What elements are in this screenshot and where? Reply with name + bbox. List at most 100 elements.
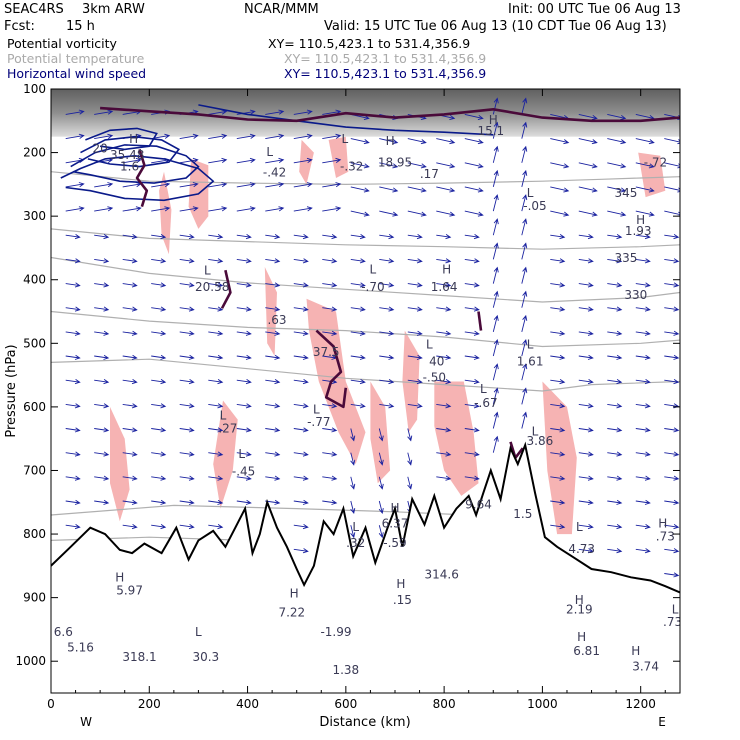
wind-vector-97 [322, 206, 342, 212]
below-ground-mask [51, 445, 680, 693]
wind-vector-221 [94, 354, 110, 360]
wind-vector-32 [350, 138, 370, 145]
wind-vector-314 [236, 451, 252, 457]
annotation-5: L [342, 132, 349, 146]
wind-vector-347 [635, 475, 651, 481]
wind-vector-108 [635, 210, 655, 217]
wind-vector-311 [151, 451, 167, 457]
wind-vector-125 [492, 218, 499, 236]
wind-vector-323 [492, 435, 499, 453]
wind-vector-293 [265, 427, 281, 433]
wind-vector-184 [293, 306, 309, 312]
wind-vector-255 [436, 379, 452, 385]
wind-vector-30 [293, 133, 313, 140]
wind-vector-297 [378, 428, 384, 442]
wind-vector-300 [464, 427, 480, 433]
wind-vector-140 [293, 258, 309, 264]
legend-pv-name: Potential vorticity [7, 36, 117, 51]
x-tick-label-3: 600 [334, 697, 357, 711]
wind-vector-354 [208, 499, 224, 505]
wind-vector-68 [122, 182, 142, 188]
center-label: NCAR/MMM [244, 2, 319, 17]
wind-vector-185 [322, 306, 338, 312]
shaded-region-9 [213, 400, 238, 509]
wind-vector-262 [635, 379, 651, 385]
pv-contour-1 [135, 149, 149, 207]
annotation-67: 5.16 [67, 641, 94, 655]
wind-vector-58 [464, 162, 484, 169]
wind-vector-235 [492, 338, 499, 357]
legend-wind-xy: XY= 110.5,423.1 to 531.4,356.9 [284, 66, 487, 81]
wind-vector-385 [664, 572, 680, 578]
forecast-hour: 15 h [66, 19, 95, 34]
wind-vector-64 [635, 162, 655, 169]
wind-vector-56 [407, 162, 427, 169]
annotation-61: .73 [663, 615, 682, 629]
project-label: SEAC4RS [4, 2, 64, 17]
annotation-55: H [290, 587, 299, 601]
wind-vector-374 [378, 525, 384, 539]
wind-vector-238 [578, 354, 594, 360]
annotation-69: 30.3 [192, 650, 219, 664]
wind-vector-291 [208, 427, 224, 433]
wind-vector-326 [607, 451, 623, 457]
wind-vector-256 [464, 379, 480, 385]
annotation-44: L [352, 520, 359, 534]
wind-vector-231 [379, 354, 395, 360]
annotation-56: 7.22 [278, 606, 305, 620]
annotation-58: H [575, 593, 584, 607]
annotation-74: 335 [614, 251, 637, 265]
wind-vector-173 [607, 282, 623, 288]
annotation-36: L [532, 425, 539, 439]
wind-vector-330 [94, 475, 110, 481]
wind-vector-244 [122, 379, 138, 385]
wind-vector-181 [208, 306, 224, 312]
wind-vector-124 [464, 234, 480, 240]
wind-vector-364 [607, 499, 623, 505]
wind-vector-154 [65, 282, 81, 288]
wind-vector-169 [492, 266, 499, 284]
wind-vector-33 [379, 138, 399, 145]
wind-vector-163 [322, 282, 338, 288]
wind-vector-380 [293, 548, 309, 554]
wind-vector-117 [265, 234, 281, 240]
annotation-11: 15.1 [477, 124, 504, 138]
wind-vector-267 [151, 403, 167, 409]
wind-vector-351 [122, 499, 138, 505]
wind-vector-340 [378, 476, 384, 490]
annotation-25: L [426, 337, 433, 351]
wind-vector-136 [179, 258, 195, 264]
wind-vector-160 [236, 282, 252, 288]
wind-vector-205 [265, 330, 281, 336]
wind-vector-329 [65, 475, 81, 481]
wind-vector-112 [122, 234, 138, 240]
annotation-9: .17 [420, 167, 439, 181]
wind-vector-164 [350, 282, 366, 288]
annotation-18: 20.58 [195, 280, 229, 294]
wind-vector-50 [236, 157, 256, 164]
wind-vector-269 [208, 403, 224, 409]
wind-vector-15 [492, 97, 499, 115]
wind-vector-348 [664, 475, 680, 481]
wind-vector-7 [265, 109, 285, 115]
theta-isentrope-2 [51, 256, 680, 303]
wind-vector-195 [607, 306, 623, 312]
wind-vector-130 [635, 234, 651, 240]
wind-vector-71 [208, 182, 228, 188]
annotation-53: H [115, 571, 124, 585]
wind-vector-233 [436, 354, 452, 360]
wind-vector-222 [122, 354, 138, 360]
wind-vector-143 [379, 258, 395, 264]
wind-vector-375 [550, 524, 566, 530]
wind-vector-128 [578, 234, 594, 240]
wind-vector-131 [664, 234, 680, 240]
wind-vector-151 [607, 258, 623, 264]
wind-vector-26 [179, 133, 199, 140]
wind-vector-93 [208, 206, 228, 212]
wind-vector-366 [664, 499, 680, 505]
wind-vector-122 [407, 234, 423, 240]
wind-vector-8 [293, 109, 313, 115]
wind-vector-358 [322, 499, 338, 505]
annotation-12: L [527, 186, 534, 200]
